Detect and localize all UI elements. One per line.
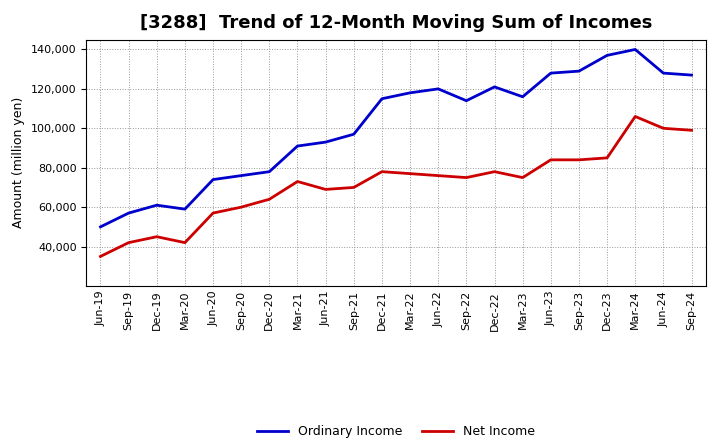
Net Income: [181, 240, 189, 245]
Net Income: [377, 169, 386, 174]
Net Income: [631, 114, 639, 119]
Net Income: [321, 187, 330, 192]
Ordinary Income: [349, 132, 358, 137]
Ordinary Income: [434, 86, 443, 92]
Net Income: [434, 173, 443, 178]
Ordinary Income: [125, 210, 133, 216]
Ordinary Income: [546, 70, 555, 76]
Net Income: [349, 185, 358, 190]
Legend: Ordinary Income, Net Income: Ordinary Income, Net Income: [252, 420, 540, 440]
Ordinary Income: [659, 70, 667, 76]
Ordinary Income: [518, 94, 527, 99]
Ordinary Income: [462, 98, 471, 103]
Ordinary Income: [181, 206, 189, 212]
Net Income: [265, 197, 274, 202]
Ordinary Income: [603, 53, 611, 58]
Ordinary Income: [321, 139, 330, 145]
Ordinary Income: [209, 177, 217, 182]
Ordinary Income: [631, 47, 639, 52]
Net Income: [153, 234, 161, 239]
Net Income: [546, 157, 555, 162]
Net Income: [603, 155, 611, 161]
Net Income: [518, 175, 527, 180]
Net Income: [293, 179, 302, 184]
Ordinary Income: [406, 90, 415, 95]
Net Income: [406, 171, 415, 176]
Net Income: [490, 169, 499, 174]
Net Income: [125, 240, 133, 245]
Title: [3288]  Trend of 12-Month Moving Sum of Incomes: [3288] Trend of 12-Month Moving Sum of I…: [140, 15, 652, 33]
Y-axis label: Amount (million yen): Amount (million yen): [12, 97, 25, 228]
Net Income: [96, 254, 105, 259]
Net Income: [687, 128, 696, 133]
Ordinary Income: [265, 169, 274, 174]
Net Income: [237, 205, 246, 210]
Net Income: [575, 157, 583, 162]
Line: Ordinary Income: Ordinary Income: [101, 49, 691, 227]
Ordinary Income: [687, 73, 696, 78]
Ordinary Income: [96, 224, 105, 230]
Ordinary Income: [153, 202, 161, 208]
Ordinary Income: [377, 96, 386, 101]
Net Income: [209, 210, 217, 216]
Ordinary Income: [237, 173, 246, 178]
Ordinary Income: [490, 84, 499, 90]
Net Income: [462, 175, 471, 180]
Line: Net Income: Net Income: [101, 117, 691, 257]
Ordinary Income: [293, 143, 302, 149]
Net Income: [659, 126, 667, 131]
Ordinary Income: [575, 69, 583, 74]
